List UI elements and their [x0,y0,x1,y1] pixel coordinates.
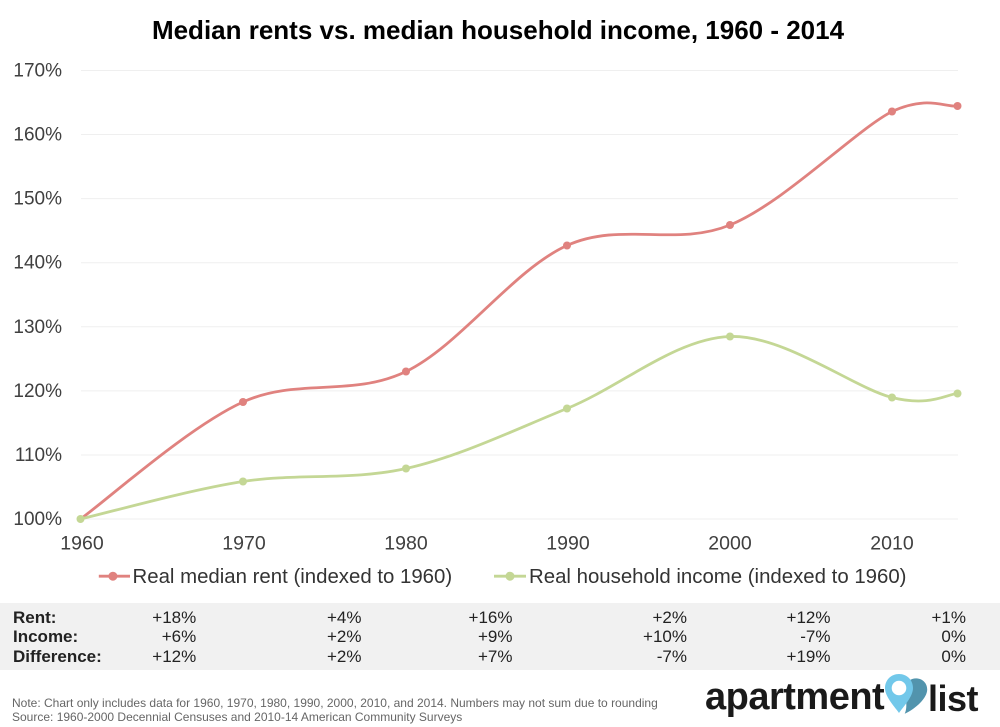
svg-text:Real median rent (indexed to 1: Real median rent (indexed to 1960) [133,566,453,588]
svg-text:1990: 1990 [546,533,590,555]
svg-text:1980: 1980 [384,533,428,555]
svg-text:170%: 170% [13,61,62,82]
svg-text:2010: 2010 [870,533,914,555]
svg-text:110%: 110% [15,445,62,466]
svg-text:120%: 120% [13,381,62,402]
svg-text:130%: 130% [13,317,62,338]
svg-text:1960: 1960 [60,533,104,555]
svg-text:150%: 150% [13,189,62,210]
svg-text:100%: 100% [13,509,62,530]
svg-text:2000: 2000 [708,533,752,555]
svg-text:Real household income (indexed: Real household income (indexed to 1960) [529,566,906,588]
svg-text:160%: 160% [13,125,62,146]
svg-text:1970: 1970 [222,533,266,555]
svg-text:140%: 140% [13,253,62,274]
